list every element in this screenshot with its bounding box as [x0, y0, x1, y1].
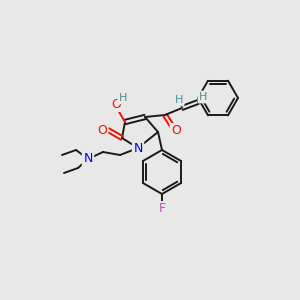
Text: O: O: [171, 124, 181, 137]
Text: H: H: [119, 93, 127, 103]
Text: H: H: [199, 92, 207, 102]
Text: H: H: [175, 95, 183, 105]
Text: N: N: [83, 152, 93, 166]
Text: O: O: [111, 98, 121, 110]
Text: O: O: [97, 124, 107, 136]
Text: F: F: [158, 202, 166, 215]
Text: N: N: [133, 142, 143, 154]
